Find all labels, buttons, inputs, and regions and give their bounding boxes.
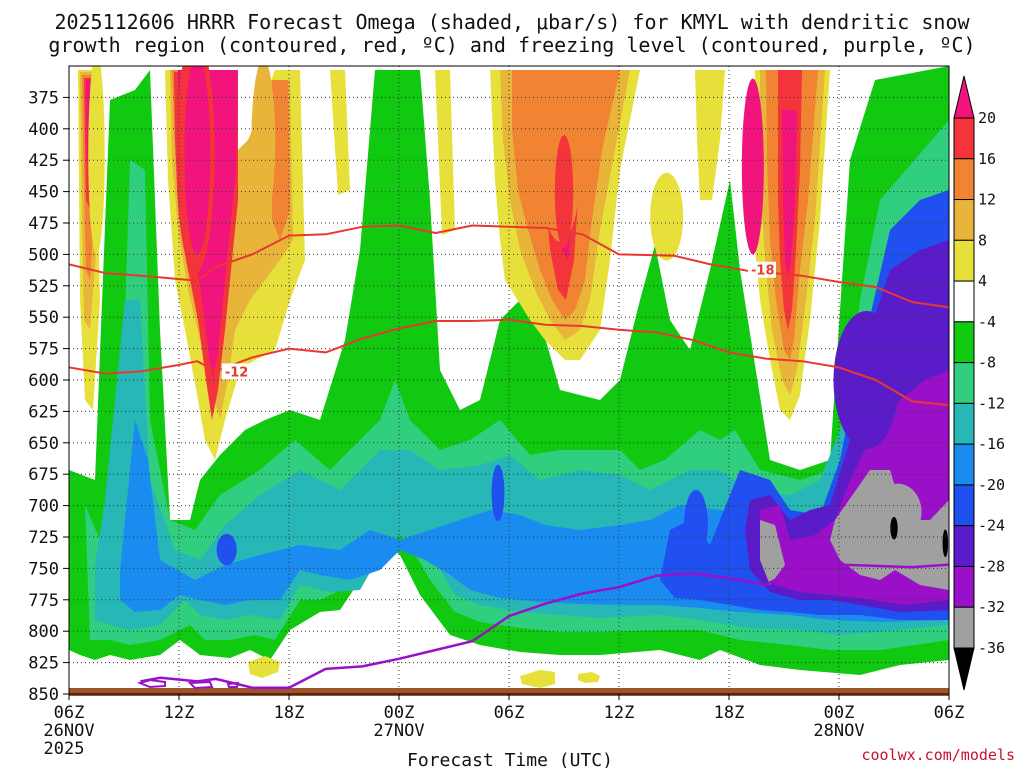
y-tick-label: 400 (28, 120, 59, 140)
freezing-level-loops (136, 678, 240, 690)
omega-field-ascent-col-4 (251, 66, 276, 223)
freezing-level-contour (140, 563, 949, 689)
omega-band-gray (760, 470, 949, 590)
y-tick-label: 550 (28, 308, 59, 328)
dgz-contour--18 (69, 224, 949, 309)
y-tick-label: 825 (28, 654, 59, 674)
colorbar-label: -32 (978, 598, 1005, 616)
colorbar-swatch (953, 525, 975, 567)
terrain-surface (69, 688, 949, 696)
colorbar-swatch (953, 321, 975, 364)
y-tick-label: 575 (28, 340, 59, 360)
colorbar-label: -12 (978, 394, 1005, 412)
y-tick-label: 675 (28, 465, 59, 485)
colorbar-label: -16 (978, 435, 1005, 453)
colorbar-swatch (953, 484, 975, 527)
contour-labels: -18 -12 (221, 261, 776, 380)
x-tick-label: 00Z (824, 703, 855, 723)
y-tick-label: 450 (28, 183, 59, 203)
omega-field-ascent-col-7 (741, 78, 764, 255)
y-tick-label: 500 (28, 245, 59, 265)
colorbar-swatch (953, 402, 975, 445)
colorbar-bottom-arrow (953, 647, 975, 691)
chart-title-line-1: 2025112606 HRRR Forecast Omega (shaded, … (54, 10, 970, 34)
contour-lines (69, 224, 949, 690)
y-tick-label: 700 (28, 497, 59, 517)
x-tick-date: 26NOV (43, 721, 94, 741)
credit-text: coolwx.com/models (861, 746, 1015, 764)
plot-grid (69, 66, 949, 695)
dgz-label-bg-1 (221, 363, 250, 380)
omega-field-descent-core-3 (684, 489, 708, 559)
y-tick-label: 600 (28, 371, 59, 391)
colorbar-label: 16 (978, 150, 996, 168)
y-tick-label: 800 (28, 622, 59, 642)
colorbar-label: -4 (978, 313, 996, 331)
y-tick-label: 425 (28, 151, 59, 171)
colorbar-label: 4 (978, 272, 987, 290)
colorbar-label: 8 (978, 231, 987, 249)
dgz-contour--12 (69, 318, 949, 407)
omega-field-ascent-col-1 (88, 66, 105, 255)
y-tick-label: 650 (28, 434, 59, 454)
colorbar-label: -36 (978, 639, 1005, 657)
omega-field-ascent-col-3 (184, 66, 211, 255)
x-tick-label: 18Z (714, 703, 745, 723)
x-tick-label: 06Z (934, 703, 965, 723)
colorbar-swatch (953, 362, 975, 404)
colorbar-swatch (953, 606, 975, 649)
dgz-contour-label: -12 (225, 365, 249, 380)
omega-field-ascent-col-8 (650, 172, 684, 261)
omega-field-descent-core-6 (890, 516, 898, 540)
colorbar-top-arrow (953, 75, 975, 119)
colorbar-label: -28 (978, 557, 1005, 575)
colorbar-label: 20 (978, 109, 996, 127)
colorbar-swatch (953, 565, 975, 608)
omega-field-ascent-col-6 (554, 135, 574, 249)
y-tick-label: 625 (28, 402, 59, 422)
colorbar-swatch (953, 280, 975, 323)
colorbar: 20 16 12 8 4 -4 -8 -12 -16 -20 -24 -28 -32 -36 (953, 75, 1005, 691)
x-tick-label: 12Z (604, 703, 635, 723)
x-tick-label: 06Z (494, 703, 525, 723)
x-axis-label: Forecast Time (UTC) (407, 750, 613, 768)
colorbar-swatch (953, 158, 975, 201)
y-tick-label: 725 (28, 528, 59, 548)
omega-field-descent-core-5 (873, 483, 922, 541)
y-axis-ticks: 375 400 425 450 475 500 525 550 575 600 625 650 675 7… (28, 88, 69, 705)
x-tick-label: 06Z (54, 703, 85, 723)
dgz-label-bg-0 (748, 261, 776, 278)
omega-field-cores (88, 66, 949, 566)
y-tick-label: 525 (28, 277, 59, 297)
y-tick-label: 375 (28, 88, 59, 108)
dgz-contour-label: -18 (751, 264, 775, 279)
chart-title-line-2: growth region (contoured, red, ºC) and f… (48, 33, 975, 57)
x-tick-date: 27NOV (373, 721, 424, 741)
colorbar-swatch (953, 117, 975, 160)
y-tick-label: 775 (28, 591, 59, 611)
x-tick-label: 00Z (384, 703, 415, 723)
x-tick-date: 28NOV (813, 721, 864, 741)
colorbar-swatch (953, 199, 975, 241)
colorbar-label: -8 (978, 354, 996, 372)
omega-upper-magenta (86, 70, 797, 380)
y-tick-label: 850 (28, 685, 59, 705)
omega-field-descent-core-7 (942, 529, 949, 558)
y-tick-label: 475 (28, 214, 59, 234)
omega-field-descent-core-4 (833, 310, 900, 450)
omega-field-descent-core-1 (216, 533, 237, 566)
colorbar-label: 12 (978, 191, 996, 209)
colorbar-label: -24 (978, 517, 1005, 535)
x-tick-year: 2025 (44, 739, 85, 759)
y-tick-label: 750 (28, 559, 59, 579)
colorbar-swatch (953, 239, 975, 282)
x-tick-label: 18Z (274, 703, 305, 723)
omega-field-descent-core-2 (491, 464, 505, 522)
colorbar-swatch (953, 443, 975, 486)
colorbar-label: -20 (978, 476, 1005, 494)
x-tick-label: 12Z (164, 703, 195, 723)
